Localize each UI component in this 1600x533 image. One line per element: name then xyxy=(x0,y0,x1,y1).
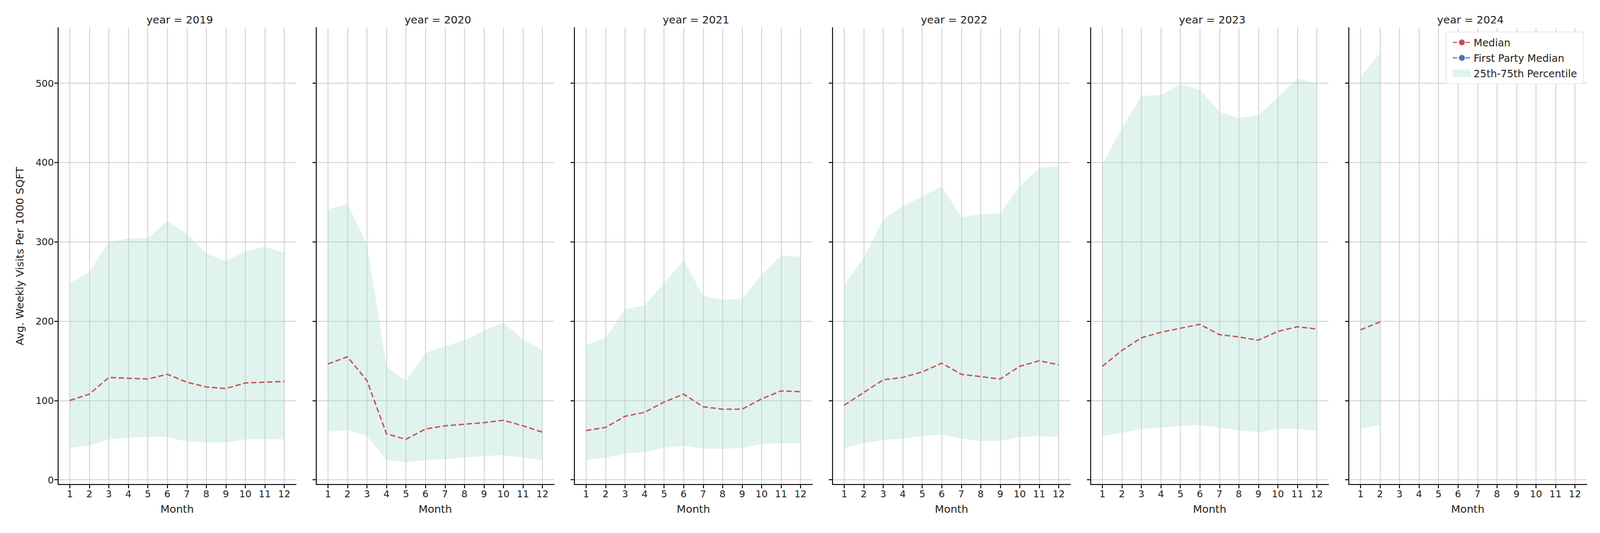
svg-text:4: 4 xyxy=(383,488,390,500)
svg-text:4: 4 xyxy=(641,488,648,500)
svg-text:7: 7 xyxy=(1474,488,1481,500)
svg-text:6: 6 xyxy=(938,488,945,500)
svg-text:8: 8 xyxy=(203,488,210,500)
svg-text:2: 2 xyxy=(1118,488,1125,500)
svg-text:400: 400 xyxy=(35,156,54,168)
svg-text:Month: Month xyxy=(1193,502,1227,516)
svg-text:year = 2023: year = 2023 xyxy=(1179,13,1246,27)
svg-text:1: 1 xyxy=(66,488,73,500)
svg-text:8: 8 xyxy=(977,488,984,500)
svg-text:9: 9 xyxy=(997,488,1004,500)
svg-text:6: 6 xyxy=(680,488,687,500)
svg-text:8: 8 xyxy=(461,488,468,500)
svg-text:11: 11 xyxy=(1291,488,1304,500)
svg-text:11: 11 xyxy=(1033,488,1046,500)
svg-text:12: 12 xyxy=(794,488,807,500)
svg-text:2: 2 xyxy=(344,488,351,500)
svg-text:3: 3 xyxy=(105,488,112,500)
svg-text:9: 9 xyxy=(1255,488,1262,500)
svg-text:25th-75th Percentile: 25th-75th Percentile xyxy=(1473,67,1578,80)
svg-text:8: 8 xyxy=(719,488,726,500)
svg-text:12: 12 xyxy=(1569,488,1582,500)
svg-text:500: 500 xyxy=(35,77,54,90)
svg-text:year = 2019: year = 2019 xyxy=(146,13,214,27)
svg-text:7: 7 xyxy=(442,488,448,500)
svg-text:9: 9 xyxy=(739,488,746,500)
svg-text:6: 6 xyxy=(1454,488,1461,500)
svg-text:7: 7 xyxy=(1216,488,1223,500)
svg-text:3: 3 xyxy=(880,488,886,500)
svg-text:10: 10 xyxy=(1271,488,1284,500)
svg-text:200: 200 xyxy=(35,315,54,327)
svg-text:4: 4 xyxy=(1157,488,1164,500)
svg-text:6: 6 xyxy=(164,488,171,500)
svg-text:2: 2 xyxy=(1377,488,1383,500)
svg-text:First Party Median: First Party Median xyxy=(1473,52,1565,64)
svg-text:1: 1 xyxy=(841,488,847,500)
svg-text:Month: Month xyxy=(160,502,195,516)
svg-text:10: 10 xyxy=(238,488,252,500)
svg-text:1: 1 xyxy=(324,488,331,500)
svg-text:12: 12 xyxy=(1052,488,1066,500)
svg-text:Month: Month xyxy=(934,502,969,516)
svg-text:year = 2020: year = 2020 xyxy=(404,13,472,27)
svg-text:5: 5 xyxy=(660,488,667,500)
svg-text:Median: Median xyxy=(1473,36,1511,49)
svg-text:11: 11 xyxy=(516,488,530,500)
svg-text:4: 4 xyxy=(899,488,906,500)
svg-text:0: 0 xyxy=(48,474,54,486)
svg-text:10: 10 xyxy=(1529,488,1542,500)
svg-text:Avg. Weekly Visits Per 1000 SQ: Avg. Weekly Visits Per 1000 SQFT xyxy=(13,166,27,346)
svg-text:5: 5 xyxy=(918,488,925,500)
svg-text:8: 8 xyxy=(1493,488,1500,500)
svg-text:4: 4 xyxy=(1416,488,1422,500)
svg-text:10: 10 xyxy=(1013,488,1026,500)
svg-text:12: 12 xyxy=(1310,488,1324,500)
svg-text:year = 2021: year = 2021 xyxy=(662,13,730,27)
svg-text:1: 1 xyxy=(582,488,589,500)
svg-text:Month: Month xyxy=(418,502,453,516)
svg-text:8: 8 xyxy=(1235,488,1242,500)
svg-text:6: 6 xyxy=(422,488,429,500)
svg-text:9: 9 xyxy=(481,488,487,500)
svg-text:4: 4 xyxy=(125,488,132,500)
svg-text:9: 9 xyxy=(1513,488,1520,500)
svg-text:Month: Month xyxy=(1451,502,1485,516)
svg-text:1: 1 xyxy=(1357,488,1364,500)
svg-text:2: 2 xyxy=(86,488,93,500)
svg-text:7: 7 xyxy=(700,488,707,500)
svg-text:3: 3 xyxy=(1396,488,1403,500)
svg-text:5: 5 xyxy=(402,488,409,500)
svg-text:10: 10 xyxy=(497,488,510,500)
svg-text:3: 3 xyxy=(621,488,628,500)
svg-text:12: 12 xyxy=(536,488,549,500)
svg-text:6: 6 xyxy=(1196,488,1203,500)
svg-text:5: 5 xyxy=(1177,488,1183,500)
svg-text:1: 1 xyxy=(1099,488,1106,500)
svg-text:2: 2 xyxy=(602,488,609,500)
svg-text:year = 2022: year = 2022 xyxy=(921,13,988,27)
svg-text:11: 11 xyxy=(1549,488,1562,500)
svg-text:10: 10 xyxy=(755,488,768,500)
svg-text:100: 100 xyxy=(35,395,54,407)
svg-text:3: 3 xyxy=(363,488,370,500)
svg-text:5: 5 xyxy=(1435,488,1442,500)
svg-text:2: 2 xyxy=(860,488,867,500)
svg-text:300: 300 xyxy=(35,236,54,248)
svg-text:7: 7 xyxy=(958,488,965,500)
svg-text:5: 5 xyxy=(144,488,151,500)
svg-text:9: 9 xyxy=(222,488,229,500)
svg-text:year = 2024: year = 2024 xyxy=(1437,13,1504,27)
svg-text:Month: Month xyxy=(676,502,711,516)
svg-text:12: 12 xyxy=(278,488,291,500)
svg-text:3: 3 xyxy=(1138,488,1144,500)
svg-text:7: 7 xyxy=(184,488,190,500)
svg-text:11: 11 xyxy=(774,488,788,500)
svg-text:11: 11 xyxy=(258,488,271,500)
